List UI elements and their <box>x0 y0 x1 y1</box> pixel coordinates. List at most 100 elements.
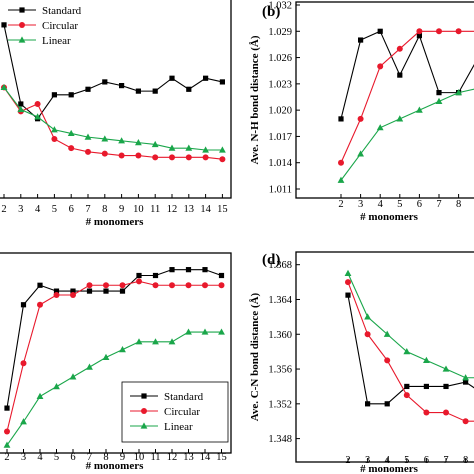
legend-box <box>121 381 229 443</box>
data-point-standard <box>37 282 43 288</box>
data-point-circular <box>443 409 449 416</box>
y-tick-label: 1.352 <box>268 399 292 410</box>
data-point-standard <box>18 101 24 107</box>
data-point-circular <box>185 282 192 289</box>
data-point-linear <box>218 328 225 335</box>
data-point-circular <box>68 145 75 152</box>
data-point-standard <box>218 272 225 279</box>
data-point-standard <box>102 79 108 85</box>
data-point-standard <box>186 86 192 92</box>
data-point-linear <box>383 330 391 337</box>
y-axis-label: Ave. N-H bond distance (Å) <box>249 35 261 164</box>
data-point-linear <box>168 144 176 151</box>
legend-label: Standard <box>164 391 204 403</box>
x-tick-label: 10 <box>134 452 145 463</box>
data-point-circular <box>101 150 108 157</box>
x-tick-label: 6 <box>417 199 422 210</box>
data-point-circular <box>37 301 43 308</box>
x-tick-label: 3 <box>365 455 370 466</box>
legend-label: Linear <box>164 421 193 433</box>
data-point-standard <box>397 72 403 78</box>
x-tick-label: 3 <box>18 204 23 215</box>
x-axis-label: # monomers <box>86 460 144 472</box>
data-point-standard <box>169 75 175 81</box>
data-point-standard <box>384 401 390 407</box>
x-tick-label: 2 <box>1 204 6 215</box>
data-point-circular <box>34 101 41 107</box>
data-point-circular <box>403 392 410 399</box>
data-point-standard <box>169 267 175 273</box>
data-point-standard <box>70 288 76 294</box>
y-tick-label: 1.368 <box>268 260 292 271</box>
data-point-standard <box>463 379 469 385</box>
series-line-linear <box>347 273 474 379</box>
data-point-standard <box>436 90 442 96</box>
panel-label: (b) <box>262 4 280 20</box>
series-line-standard <box>6 269 222 409</box>
data-point-circular <box>185 154 192 161</box>
legend-marker <box>19 22 25 28</box>
x-tick-label: 15 <box>216 452 227 463</box>
y-tick-label: 1.014 <box>268 158 292 169</box>
x-tick-label: 13 <box>183 452 194 463</box>
legend-label: Standard <box>42 5 82 17</box>
series-line-linear <box>340 88 474 181</box>
x-tick-label: 6 <box>69 204 74 215</box>
data-point-standard <box>152 88 158 94</box>
x-tick-label: 2 <box>338 199 343 210</box>
data-point-linear <box>396 115 404 122</box>
data-point-standard <box>119 288 126 294</box>
panel-label: (d) <box>262 252 280 268</box>
data-point-linear <box>168 338 176 345</box>
data-point-linear <box>135 338 143 345</box>
data-point-linear <box>442 365 450 372</box>
data-point-linear <box>201 328 209 335</box>
x-tick-label: 4 <box>385 455 391 466</box>
data-point-linear <box>357 150 364 157</box>
data-point-circular <box>169 154 175 161</box>
data-point-standard <box>203 75 209 81</box>
legend-label: Linear <box>42 35 71 47</box>
data-point-standard <box>136 272 142 279</box>
data-point-circular <box>416 28 423 35</box>
data-point-circular <box>219 156 226 163</box>
data-point-linear <box>185 328 192 335</box>
x-tick-label: 6 <box>424 455 429 466</box>
y-tick-label: 1.020 <box>268 106 292 117</box>
data-point-circular <box>202 282 208 289</box>
data-point-circular <box>377 63 384 70</box>
data-point-circular <box>364 331 371 338</box>
x-tick-label: 13 <box>184 204 195 215</box>
x-tick-label: 8 <box>456 199 461 210</box>
data-point-linear <box>152 338 159 345</box>
data-point-linear <box>376 124 384 131</box>
x-tick-label: 6 <box>70 452 75 463</box>
data-point-circular <box>396 45 403 52</box>
x-tick-label: 8 <box>103 452 108 463</box>
series-line-circular <box>340 30 474 163</box>
x-tick-label: 7 <box>443 455 448 466</box>
data-point-linear <box>337 176 345 183</box>
x-tick-label: 11 <box>150 452 160 463</box>
data-point-linear <box>202 146 209 153</box>
series-line-standard <box>347 295 474 405</box>
data-point-standard <box>423 383 429 390</box>
data-point-linear <box>403 348 411 355</box>
data-point-circular <box>118 152 125 159</box>
data-point-standard <box>443 383 449 390</box>
data-point-circular <box>103 282 109 289</box>
data-point-standard <box>416 33 422 39</box>
x-tick-label: 2 <box>345 455 350 466</box>
series-line-standard <box>3 24 223 120</box>
x-tick-label: 4 <box>378 199 384 210</box>
legend-marker <box>141 408 147 414</box>
x-tick-label: 14 <box>200 204 211 215</box>
data-point-circular <box>119 282 126 289</box>
x-tick-label: 14 <box>200 452 211 463</box>
x-tick-label: 2 <box>4 452 9 463</box>
data-point-standard <box>345 292 351 298</box>
data-point-circular <box>218 282 225 289</box>
